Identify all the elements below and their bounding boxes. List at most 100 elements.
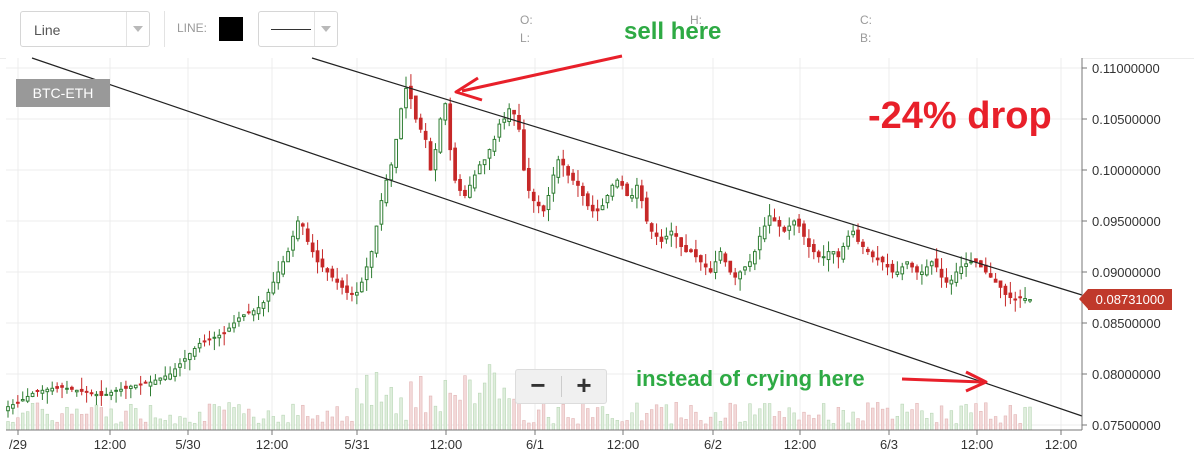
- candle-body: [522, 129, 526, 171]
- candle-body: [954, 271, 959, 283]
- volume-bar: [738, 421, 742, 431]
- candle-body: [870, 251, 875, 258]
- candle-body: [261, 302, 266, 309]
- volume-bar: [748, 403, 752, 431]
- volume-bar: [65, 407, 69, 431]
- candle-body: [866, 248, 870, 253]
- volume-bar: [581, 402, 585, 431]
- zoom-out-button[interactable]: −: [530, 370, 546, 400]
- candle-body: [929, 261, 934, 267]
- volume-bar: [320, 421, 325, 431]
- candle-body: [526, 167, 531, 191]
- volume-bar: [360, 403, 364, 431]
- candle-body: [605, 195, 610, 204]
- candle-body: [6, 406, 10, 412]
- volume-bar: [787, 407, 791, 431]
- candle-body: [89, 392, 94, 395]
- x-tick-label: 5/31: [344, 437, 369, 452]
- candle-body: [944, 277, 949, 283]
- candle-body: [168, 373, 172, 380]
- candle-body: [74, 389, 79, 393]
- x-tick-label: 12:00: [1045, 437, 1078, 452]
- candle-body: [988, 273, 993, 278]
- volume-bar: [266, 410, 271, 431]
- volume-bar: [831, 423, 836, 431]
- volume-bar: [404, 419, 408, 431]
- volume-bar: [374, 372, 379, 431]
- ohlc-close-label: C:: [860, 13, 872, 27]
- volume-bar: [993, 416, 998, 431]
- candle-body: [300, 223, 305, 227]
- candle-body: [561, 158, 566, 166]
- candle-body: [974, 258, 978, 263]
- candle-body: [910, 262, 914, 268]
- candle-body: [664, 235, 669, 240]
- candle-body: [669, 230, 674, 236]
- volume-bar: [168, 414, 172, 431]
- candle-body: [251, 310, 256, 316]
- candle-body: [861, 241, 865, 248]
- candle-body: [109, 391, 114, 396]
- line-style-select[interactable]: [258, 11, 338, 47]
- volume-bar: [369, 404, 374, 431]
- candle-body: [698, 255, 703, 263]
- candle-body: [276, 271, 281, 284]
- candle-body: [207, 338, 212, 341]
- annotation-drop: -24% drop: [868, 95, 1052, 137]
- toolbar-divider: [164, 11, 165, 47]
- candle-body: [369, 251, 374, 268]
- candle-body: [472, 174, 477, 189]
- volume-bar: [109, 408, 113, 431]
- volume-bar: [173, 423, 177, 431]
- y-tick-label: 0.11000000: [1092, 61, 1160, 76]
- volume-bar: [261, 418, 266, 431]
- zoom-in-button[interactable]: +: [576, 370, 592, 400]
- volume-bar: [969, 412, 973, 431]
- chevron-down-icon: [314, 12, 337, 46]
- volume-bar: [350, 420, 354, 431]
- candle-body: [802, 223, 806, 237]
- volume-bar: [433, 405, 438, 431]
- candle-body: [428, 141, 433, 171]
- candle-body: [15, 401, 20, 404]
- volume-bar: [753, 414, 757, 431]
- candle-body: [566, 166, 570, 176]
- zoom-controls: − +: [515, 369, 607, 404]
- line-color-swatch[interactable]: [219, 17, 243, 41]
- volume-bar: [163, 420, 167, 431]
- candle-body: [468, 184, 472, 198]
- candle-body: [792, 220, 797, 226]
- candle-body: [404, 87, 408, 109]
- volume-bar: [193, 423, 197, 431]
- candle-body: [826, 251, 831, 261]
- candle-body: [649, 223, 654, 232]
- volume-bar: [782, 417, 786, 431]
- candle-body: [463, 189, 467, 196]
- x-tick-label: 6/1: [526, 437, 544, 452]
- candle-body: [335, 278, 340, 283]
- chart-type-select[interactable]: Line: [20, 11, 150, 47]
- candle-body: [286, 251, 290, 263]
- candle-body: [281, 261, 286, 275]
- volume-bar: [743, 421, 747, 431]
- volume-bar: [713, 412, 718, 431]
- candle-body: [104, 393, 109, 396]
- candle-body: [615, 179, 620, 188]
- candle-body: [880, 256, 885, 263]
- candle-body: [325, 268, 330, 273]
- volume-bar: [679, 417, 683, 431]
- volume-bar: [733, 404, 737, 431]
- volume-bar: [242, 413, 246, 431]
- candle-body: [610, 184, 615, 197]
- candle-body: [178, 363, 182, 368]
- candle-body: [639, 185, 644, 202]
- candle-body: [148, 381, 153, 387]
- candle-body: [600, 205, 605, 211]
- volume-bar: [880, 408, 885, 431]
- candle-body: [841, 246, 846, 260]
- candle-body: [507, 108, 512, 122]
- volume-bar: [217, 406, 221, 431]
- volume-bar: [777, 411, 782, 431]
- volume-bar: [114, 423, 118, 431]
